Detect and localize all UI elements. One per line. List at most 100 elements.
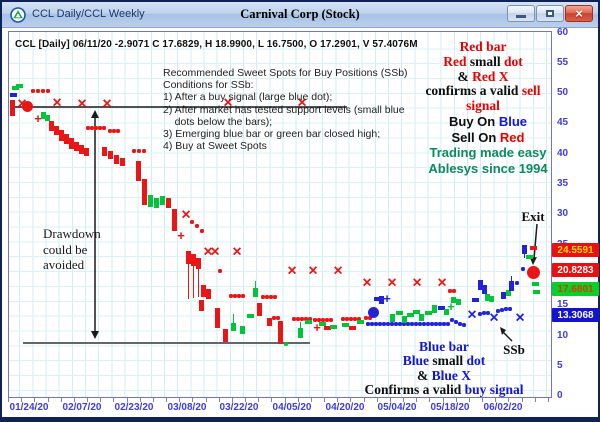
axis-tick xyxy=(442,398,444,402)
restore-icon xyxy=(546,10,554,17)
x-axis-label: 04/20/20 xyxy=(325,402,365,413)
axis-tick xyxy=(166,398,168,402)
text-line: dots below the bars); xyxy=(163,115,273,128)
axis-tick xyxy=(350,398,352,402)
axis-tick xyxy=(179,398,181,402)
text-line: avoided xyxy=(43,257,85,272)
text-line: 2) After market has tested support level… xyxy=(163,103,405,116)
x-axis-label: 04/05/20 xyxy=(272,402,312,413)
text-line: Confirms a valid buy signal xyxy=(358,381,530,397)
text-line: Recommended Sweet Spots for Buy Position… xyxy=(163,67,408,79)
axis-tick xyxy=(376,398,378,402)
axis-tick xyxy=(60,398,62,402)
text-segment: Blue xyxy=(402,353,433,369)
y-axis-label: 50 xyxy=(557,87,569,98)
minimize-icon xyxy=(516,15,526,18)
y-axis-label: 15 xyxy=(557,299,569,310)
window-title: CCL Daily/CCL Weekly xyxy=(32,8,145,20)
price-tag: 24.5591 xyxy=(552,243,599,257)
text-line: Conditions for SSb: xyxy=(163,79,254,92)
axis-tick xyxy=(363,398,365,402)
text-segment: & xyxy=(416,367,432,383)
text-segment: dot xyxy=(466,353,486,369)
text-segment: Red xyxy=(443,53,470,69)
title-bar[interactable]: CCL Daily/CCL Weekly Carnival Corp (Stoc… xyxy=(2,2,598,28)
axis-tick xyxy=(429,398,431,402)
axis-tick xyxy=(284,398,286,402)
text-line: Buy On Blue xyxy=(413,114,563,130)
axis-tick xyxy=(310,398,312,402)
x-axis-label: 02/07/20 xyxy=(62,402,102,413)
axis-tick xyxy=(468,398,470,402)
sweet-spots-note: Recommended Sweet Spots for Buy Position… xyxy=(163,67,408,152)
axis-tick xyxy=(403,398,405,402)
close-button[interactable]: × xyxy=(565,5,593,22)
buy-signal-note: Blue bar Blue small dot & Blue X Confirms a… xyxy=(358,339,530,397)
text-segment: & xyxy=(457,68,473,84)
y-axis-label: 60 xyxy=(557,27,569,38)
x-axis-label: 02/23/20 xyxy=(114,402,154,413)
axis-tick xyxy=(87,398,89,402)
text-line: & Red X xyxy=(412,68,554,85)
text-segment: Ablesys since 1994 xyxy=(428,160,548,176)
text-segment: Sell On xyxy=(451,129,500,145)
minimize-button[interactable] xyxy=(507,5,535,22)
text-line: Drawdown xyxy=(43,226,101,241)
y-axis-label: 45 xyxy=(557,117,569,128)
axis-tick xyxy=(8,398,9,402)
x-axis-label: 05/18/20 xyxy=(430,402,470,413)
axis-tick xyxy=(100,398,102,402)
window-controls: × xyxy=(507,5,593,22)
axis-tick xyxy=(547,398,549,402)
text-segment: Blue X xyxy=(431,367,471,383)
text-line: Blue bar xyxy=(358,339,530,354)
axis-tick xyxy=(47,398,49,402)
price-tag: 20.8283 xyxy=(552,263,599,277)
ssb-label: SSb xyxy=(503,342,525,357)
text-segment: small xyxy=(469,53,504,69)
restore-button[interactable] xyxy=(536,5,564,22)
axis-tick xyxy=(205,398,207,402)
axis-tick xyxy=(495,398,497,402)
drawdown-note: Drawdown could be avoided xyxy=(43,226,101,273)
text-line: 1) After a buy signal (large blue dot); xyxy=(163,91,333,104)
text-segment: confirms a valid xyxy=(425,83,522,99)
promo-note: Buy On Blue Sell On Red Trading made easy A… xyxy=(413,114,563,176)
y-axis-label: 40 xyxy=(557,148,569,159)
axis-tick xyxy=(139,398,141,402)
y-axis-label: 0 xyxy=(557,390,563,401)
axis-tick xyxy=(126,398,128,402)
text-segment: Confirms a valid xyxy=(364,381,465,397)
text-line: Trading made easy xyxy=(413,145,563,161)
text-line: Red small dot xyxy=(412,53,554,70)
text-line: 3) Emerging blue bar or green bar closed… xyxy=(163,128,381,141)
axis-tick xyxy=(258,398,260,402)
axis-tick xyxy=(482,398,484,402)
text-line: Sell On Red xyxy=(413,130,563,146)
text-line: confirms a valid sell signal xyxy=(412,83,554,114)
info-line: CCL [Daily] 06/11/20 -2.9071 C 17.6829, … xyxy=(15,39,418,50)
app-logo-icon xyxy=(10,7,26,23)
axis-tick xyxy=(455,398,457,402)
y-axis-label: 5 xyxy=(557,360,563,371)
axis-tick xyxy=(192,398,194,402)
close-icon: × xyxy=(575,6,583,21)
axis-tick xyxy=(337,398,339,402)
text-line: 4) Buy at Sweet Spots xyxy=(163,140,267,153)
axis-tick xyxy=(324,398,326,402)
axis-tick xyxy=(231,398,233,402)
axis-tick xyxy=(152,398,154,402)
text-line: Ablesys since 1994 xyxy=(413,161,563,177)
document-title: Carnival Corp (Stock) xyxy=(240,7,360,21)
y-axis-label: 55 xyxy=(557,57,569,68)
text-segment: dot xyxy=(504,53,523,69)
axis-tick xyxy=(534,398,536,402)
axis-tick xyxy=(297,398,299,402)
text-segment: Red bar xyxy=(459,39,507,54)
x-axis-label: 03/08/20 xyxy=(167,402,207,413)
axis-tick xyxy=(21,398,23,402)
axis-tick xyxy=(521,398,523,402)
axis-tick xyxy=(34,398,36,402)
axis-tick xyxy=(389,398,391,402)
